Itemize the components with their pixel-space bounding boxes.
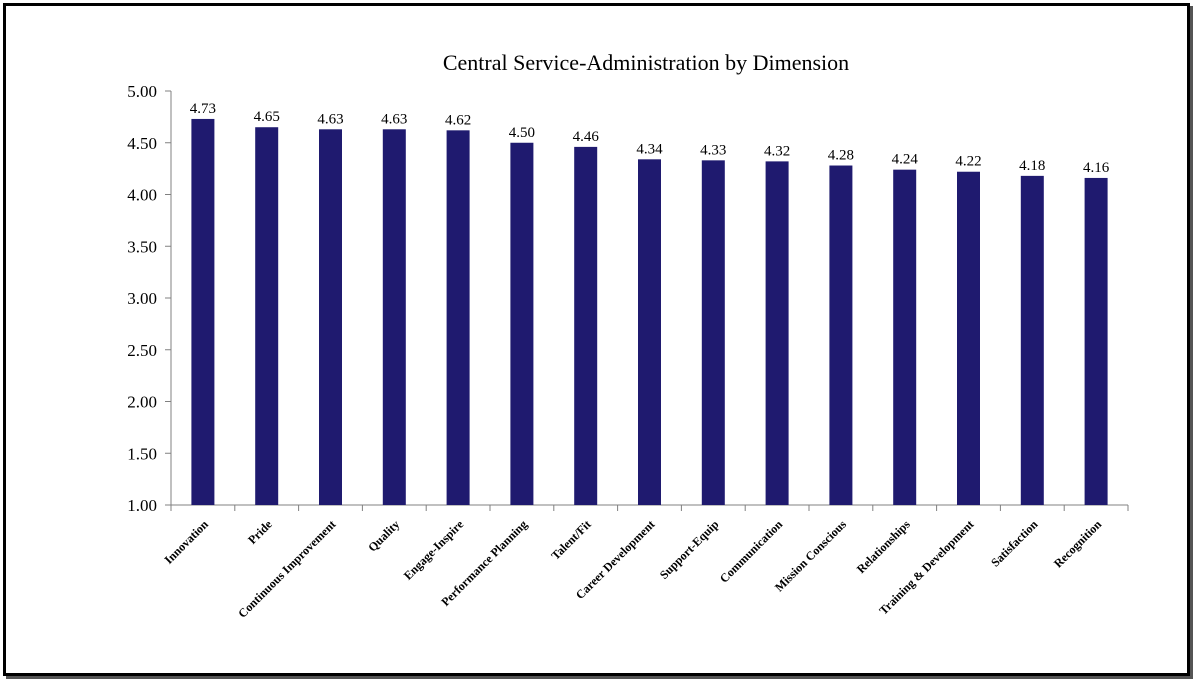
- bar: [701, 160, 725, 505]
- bar-value-label: 4.16: [1083, 160, 1110, 176]
- y-tick-label: 1.50: [127, 444, 157, 463]
- x-axis: [170, 504, 1129, 511]
- bar: [191, 118, 215, 505]
- y-tick-label: 2.50: [127, 341, 157, 360]
- x-tick-label: Recognition: [1051, 517, 1104, 570]
- x-tick-label: Innovation: [162, 517, 212, 567]
- y-tick-label: 1.00: [127, 496, 157, 515]
- bar-value-label: 4.73: [190, 101, 216, 117]
- x-tick-label: Communication: [717, 517, 786, 586]
- bars: [191, 118, 1108, 506]
- bar: [1020, 175, 1044, 505]
- y-tick-label: 3.50: [127, 237, 157, 256]
- bar: [319, 129, 342, 506]
- bar-value-label: 4.18: [1019, 158, 1045, 174]
- bar-chart: Central Service-Administration by Dimens…: [127, 50, 1129, 621]
- x-tick-label: Engage-Inspire: [401, 517, 467, 583]
- bar: [574, 146, 598, 505]
- bar-value-label: 4.22: [955, 154, 981, 170]
- bar: [255, 127, 279, 505]
- bar-value-label: 4.65: [254, 109, 280, 125]
- bar-value-label: 4.33: [700, 142, 726, 158]
- x-tick-label: Talent/Fit: [548, 517, 593, 562]
- x-tick-label: Relationships: [854, 517, 913, 576]
- bar-value-label: 4.32: [764, 143, 790, 159]
- x-tick-label: Pride: [245, 517, 275, 547]
- x-tick-label: Support-Equip: [657, 517, 722, 582]
- data-labels: 4.73 4.65 4.63 4.63 4.62 4.50 4.46 4.34 4.33 4.32…: [190, 101, 1110, 176]
- x-tick-label: Quality: [365, 517, 402, 554]
- bar: [1084, 177, 1108, 505]
- bar-value-label: 4.63: [317, 111, 343, 127]
- y-tick-label: 4.00: [127, 186, 157, 205]
- x-tick-label: Satisfaction: [988, 517, 1041, 570]
- bar: [829, 165, 853, 505]
- bar-value-label: 4.34: [636, 141, 663, 157]
- bar: [510, 142, 534, 505]
- y-tick-label: 5.00: [127, 82, 157, 101]
- bar-value-label: 4.62: [445, 112, 471, 128]
- bar-value-label: 4.24: [892, 152, 919, 168]
- bar-value-label: 4.46: [573, 129, 600, 145]
- bar: [957, 171, 980, 506]
- bar: [446, 130, 470, 505]
- y-tick-label: 3.00: [127, 289, 157, 308]
- bar: [893, 169, 917, 505]
- chart-title: Central Service-Administration by Dimens…: [443, 50, 849, 75]
- bar-value-label: 4.63: [381, 111, 407, 127]
- bar-value-label: 4.50: [509, 125, 535, 141]
- y-tick-label: 4.50: [127, 134, 157, 153]
- bar: [765, 161, 789, 505]
- chart-frame: Central Service-Administration by Dimens…: [3, 3, 1190, 676]
- bar: [382, 129, 406, 506]
- bar: [638, 159, 661, 505]
- y-tick-label: 2.00: [127, 393, 157, 412]
- bar-value-label: 4.28: [828, 148, 854, 164]
- y-axis: 1.00 1.50 2.00 2.50 3.00 3.50 4.00 4.50 5.00: [127, 82, 172, 515]
